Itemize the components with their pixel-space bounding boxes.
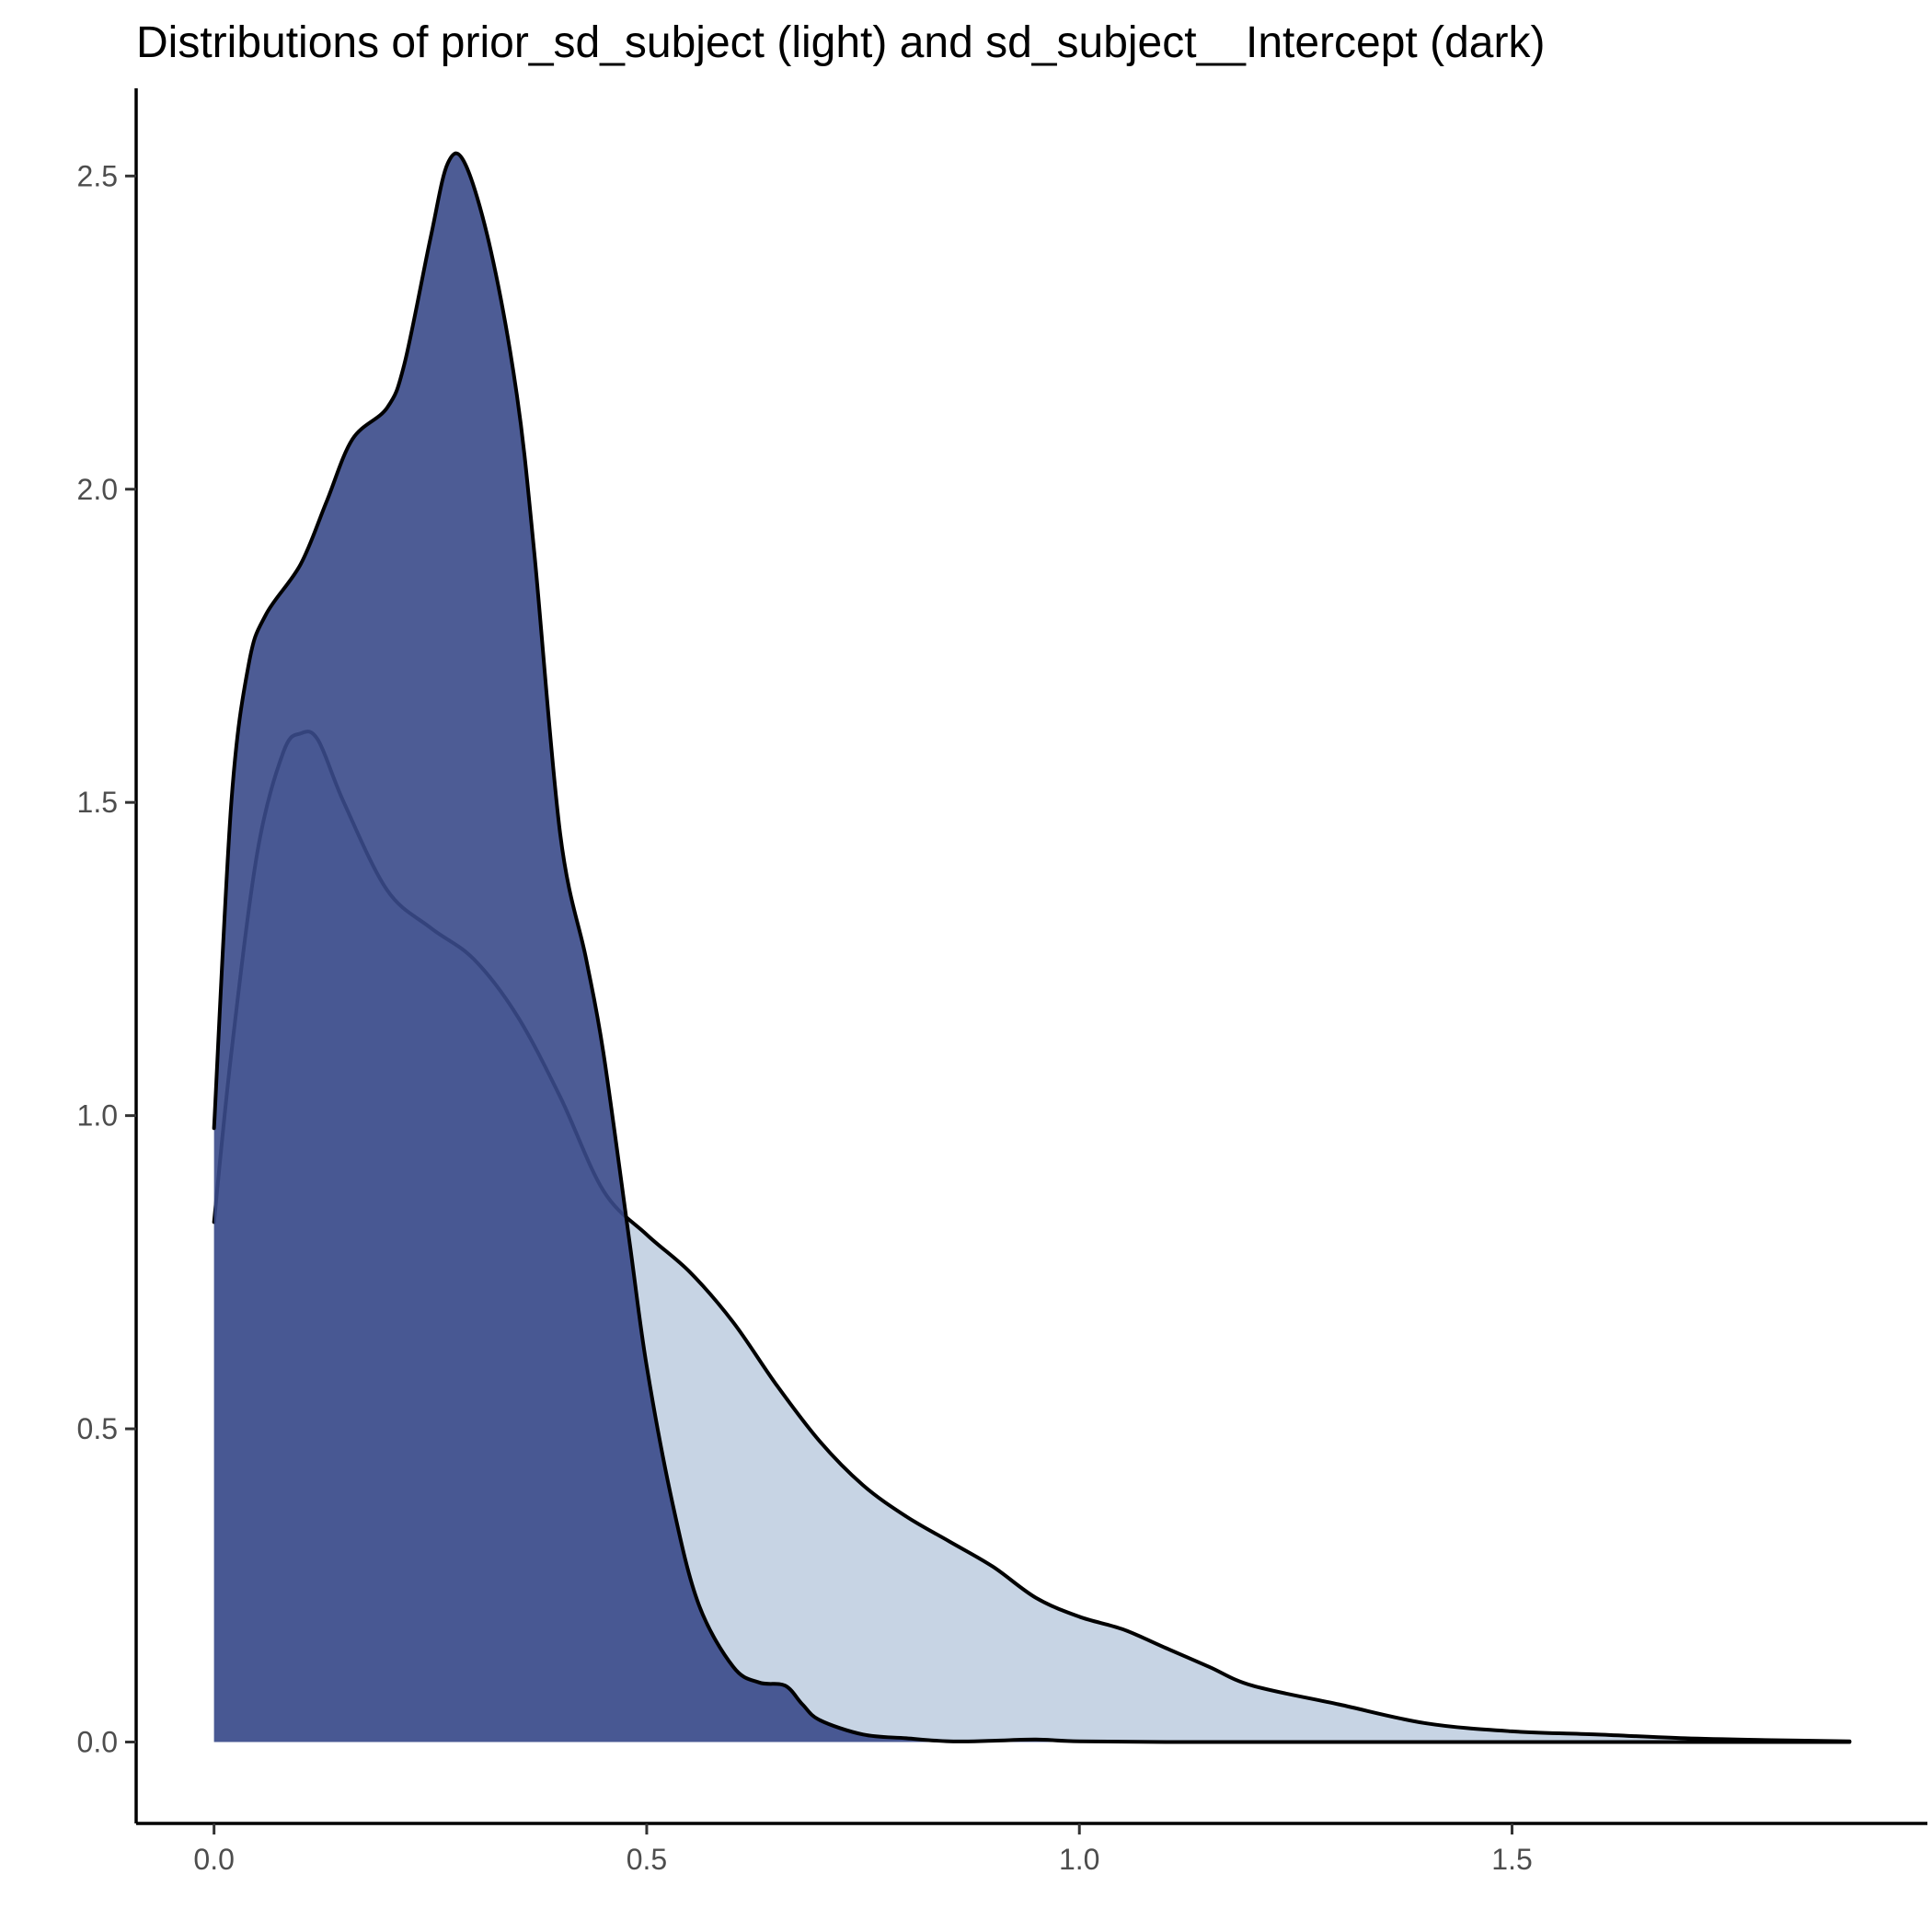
y-tick-label: 1.0 [77, 1099, 118, 1133]
y-tick-label: 2.0 [77, 473, 118, 506]
x-tick-label: 1.0 [1059, 1843, 1099, 1876]
y-tick-label: 1.5 [77, 786, 118, 819]
y-axis-ticks: 0.0 0.5 1.0 1.5 2.0 2.5 [77, 159, 136, 1758]
x-axis-ticks: 0.0 0.5 1.0 1.5 [193, 1823, 1533, 1876]
x-tick-label: 0.0 [193, 1843, 234, 1876]
series-layer [212, 151, 1852, 1744]
x-tick-label: 0.5 [627, 1843, 667, 1876]
y-tick-label: 0.5 [77, 1412, 118, 1445]
series-2-outline [212, 151, 1852, 1744]
series-2-area [213, 153, 1850, 1742]
y-tick-label: 2.5 [77, 159, 118, 192]
x-tick-label: 1.5 [1491, 1843, 1532, 1876]
y-tick-label: 0.0 [77, 1725, 118, 1758]
chart-title: Distributions of prior_sd_subject (light… [136, 18, 1545, 67]
